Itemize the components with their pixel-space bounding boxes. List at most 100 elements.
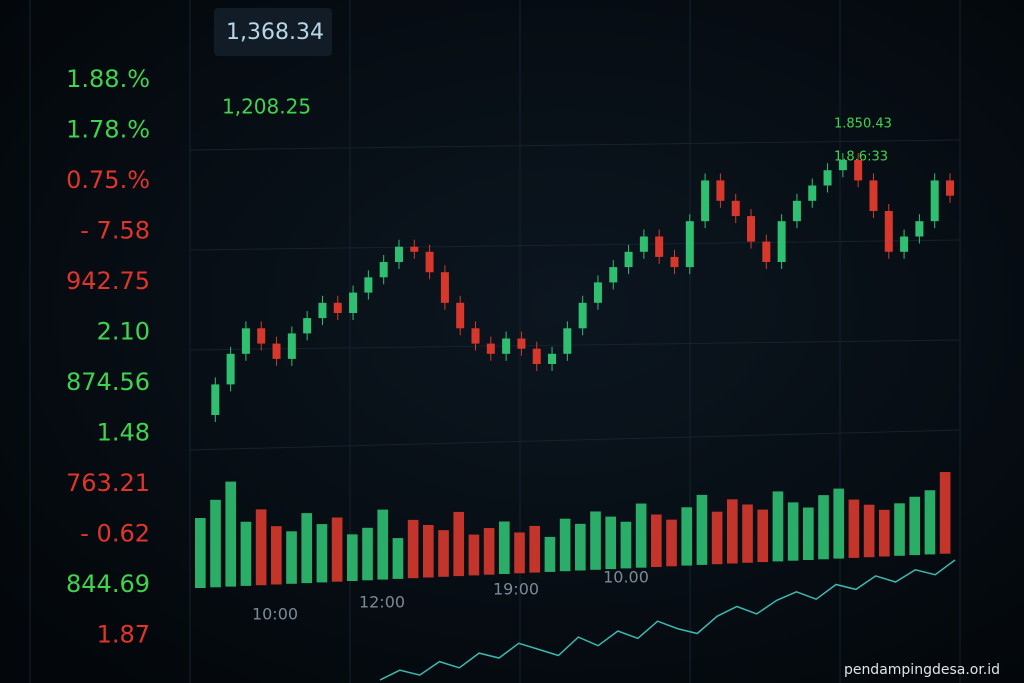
- candle: [792, 200, 801, 222]
- price-label: 1,208.25: [222, 95, 311, 119]
- volume-bar: [271, 526, 282, 585]
- volume-bar: [681, 507, 693, 566]
- volume-bar: [316, 524, 328, 583]
- volume-bar: [362, 527, 373, 581]
- volume-bar: [651, 514, 662, 567]
- watchlist-value: 844.69: [66, 570, 150, 598]
- candle: [670, 256, 679, 268]
- volume-bar: [225, 481, 237, 587]
- volume-bar: [605, 516, 617, 570]
- candle: [502, 338, 511, 354]
- candle: [333, 302, 342, 313]
- volume-bar: [818, 495, 829, 560]
- candle: [379, 262, 388, 278]
- volume-bar: [590, 511, 601, 570]
- candle: [272, 343, 281, 359]
- watchlist-value: 2.10: [97, 318, 150, 346]
- candle: [532, 348, 541, 364]
- volume-bar: [666, 519, 677, 567]
- candle: [900, 236, 909, 252]
- candle: [701, 180, 710, 222]
- volume-bar: [620, 521, 632, 569]
- candle: [287, 333, 296, 359]
- watchlist-value: 1.87: [97, 621, 150, 649]
- volume-bar: [195, 518, 206, 588]
- candle: [655, 236, 664, 257]
- watchlist-value: 0.75.%: [66, 166, 150, 194]
- price-label: 1,368.34: [226, 20, 324, 45]
- candle: [884, 211, 893, 252]
- candle: [838, 160, 847, 171]
- volume-bar: [879, 509, 890, 557]
- watchlist-value: - 7.58: [80, 217, 150, 245]
- candle: [685, 221, 694, 268]
- volume-bar: [757, 509, 769, 563]
- volume-bar: [286, 531, 297, 584]
- candle: [226, 353, 235, 385]
- watchlist-value: 763.21: [66, 469, 150, 497]
- volume-bar: [772, 491, 784, 562]
- volume-bar: [924, 490, 936, 555]
- price-label: 1.850.43: [834, 117, 892, 132]
- volume-bar: [833, 488, 845, 559]
- candle: [471, 328, 480, 344]
- price-box: [214, 8, 332, 56]
- volume-bar: [438, 530, 449, 577]
- candle: [854, 160, 863, 181]
- candle: [211, 384, 220, 415]
- volume-bar: [939, 472, 951, 554]
- candle: [364, 277, 373, 293]
- candle: [777, 221, 786, 262]
- watchlist-value: 942.75: [66, 267, 150, 295]
- candle: [747, 216, 756, 242]
- watermark: pendampingdesa.or.id: [844, 662, 1000, 678]
- candle: [869, 180, 878, 211]
- volume-bar: [407, 519, 419, 579]
- candle: [930, 180, 939, 222]
- time-label: 19:00: [493, 580, 539, 599]
- candle: [563, 328, 572, 354]
- candle: [486, 343, 495, 354]
- candle: [241, 328, 250, 354]
- volume-bar: [711, 511, 723, 565]
- volume-bar: [255, 509, 267, 586]
- candle: [639, 236, 648, 252]
- volume-bar: [529, 525, 541, 573]
- volume-bar: [423, 525, 434, 578]
- volume-bar: [331, 517, 343, 582]
- candle: [731, 200, 740, 217]
- volume-bar: [848, 499, 860, 558]
- candle: [915, 221, 924, 237]
- volume-bar: [863, 504, 875, 558]
- candle: [808, 185, 817, 201]
- candle: [410, 246, 419, 252]
- candle: [303, 318, 312, 334]
- watchlist-value: 874.56: [66, 368, 150, 396]
- candle: [548, 353, 557, 364]
- candle: [624, 251, 633, 268]
- watchlist-value: - 0.62: [80, 520, 150, 548]
- watchlist-value: 1.48: [97, 419, 150, 447]
- volume-bar: [210, 499, 221, 588]
- candle: [349, 292, 358, 313]
- candle: [823, 170, 832, 186]
- volume-bar: [347, 534, 358, 581]
- volume-bar: [514, 532, 525, 574]
- trend-line: [379, 559, 956, 681]
- candle: [257, 328, 266, 344]
- volume-bar: [803, 507, 814, 560]
- watchlist-value: 1.88.%: [66, 65, 150, 93]
- volume-bar: [392, 538, 404, 579]
- volume-bar: [727, 499, 738, 564]
- volume-bar: [635, 503, 647, 568]
- candle: [440, 272, 449, 303]
- volume-bar: [240, 521, 252, 586]
- candle: [394, 246, 403, 262]
- grid: [29, 0, 961, 683]
- candle: [318, 302, 327, 319]
- volume-bar: [499, 521, 510, 574]
- candle: [517, 338, 526, 349]
- volume-bar: [742, 504, 753, 563]
- volume-bar: [301, 513, 313, 584]
- volume-bar: [575, 523, 586, 571]
